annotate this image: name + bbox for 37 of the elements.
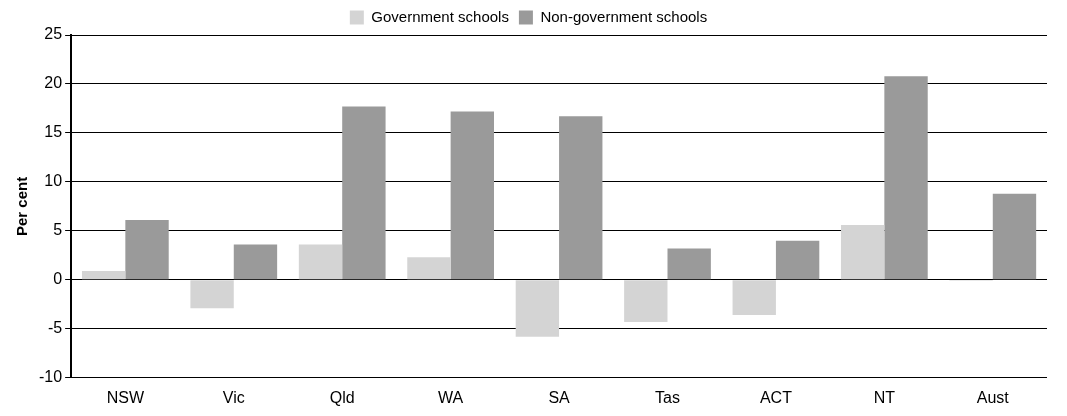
x-tick-label: SA bbox=[548, 388, 571, 406]
y-tick-label: 0 bbox=[53, 270, 63, 288]
y-tick-label: 10 bbox=[44, 172, 63, 190]
bar bbox=[515, 280, 560, 337]
legend-label: Non-government schools bbox=[540, 7, 708, 25]
bar bbox=[298, 244, 343, 280]
bar bbox=[732, 280, 776, 316]
bar bbox=[624, 280, 668, 322]
x-tick-label: Qld bbox=[329, 388, 355, 406]
bar bbox=[233, 244, 278, 280]
bar bbox=[992, 193, 1037, 280]
legend-label: Government schools bbox=[371, 7, 509, 25]
bar bbox=[190, 280, 234, 309]
x-tick-label: ACT bbox=[759, 388, 793, 406]
y-tick-label: 25 bbox=[44, 25, 63, 43]
bar bbox=[775, 240, 820, 280]
y-tick-label: -10 bbox=[39, 368, 63, 386]
x-tick-label: WA bbox=[438, 388, 464, 406]
x-tick-label: NT bbox=[873, 388, 896, 406]
y-tick-label: 20 bbox=[44, 74, 63, 92]
bar bbox=[81, 271, 126, 280]
y-tick-label: 5 bbox=[53, 221, 63, 239]
x-tick-label: Vic bbox=[222, 388, 245, 406]
x-tick-label: Tas bbox=[655, 388, 680, 406]
x-tick-label: NSW bbox=[106, 388, 145, 406]
x-tick-label: Aust bbox=[976, 388, 1010, 406]
bar bbox=[125, 220, 169, 280]
bar bbox=[407, 257, 451, 280]
y-axis-title: Per cent bbox=[13, 176, 31, 236]
bar bbox=[667, 248, 711, 280]
bar bbox=[559, 116, 603, 280]
bar bbox=[884, 76, 928, 280]
y-tick-label: 15 bbox=[44, 123, 63, 141]
bar bbox=[450, 111, 494, 280]
y-tick-label: -5 bbox=[47, 319, 63, 337]
bar bbox=[342, 106, 386, 280]
bar bbox=[840, 225, 885, 280]
